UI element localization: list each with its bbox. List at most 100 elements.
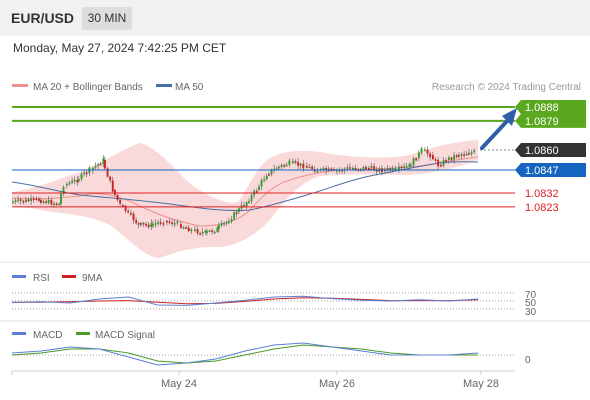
candle-body xyxy=(394,167,397,170)
candle-body xyxy=(19,199,22,201)
candle-body xyxy=(292,161,294,163)
candle-body xyxy=(147,224,150,228)
rsi-ma-legend-swatch xyxy=(62,275,76,278)
candle-body xyxy=(83,172,86,175)
candle-body xyxy=(14,200,17,202)
price-tag-label: 1.0888 xyxy=(525,102,559,114)
candle-body xyxy=(306,166,308,168)
candle-body xyxy=(176,221,179,224)
candle-body xyxy=(297,162,300,166)
candle-body xyxy=(420,148,423,153)
candle-body xyxy=(211,230,214,233)
candle-body xyxy=(53,203,55,206)
macd-signal-line xyxy=(11,344,478,364)
candle-body xyxy=(352,167,354,170)
candle-body xyxy=(448,157,450,160)
candle-body xyxy=(92,167,94,170)
candle-body xyxy=(171,222,174,225)
rsi-tick-50: 50 xyxy=(525,298,537,309)
candle-body xyxy=(440,165,442,167)
candle-body xyxy=(370,166,373,169)
rsi-tick-70: 70 xyxy=(525,290,537,301)
candle-body xyxy=(116,194,119,200)
candle-body xyxy=(45,201,48,203)
candle-body xyxy=(159,222,162,224)
candle-body xyxy=(225,221,228,224)
candle-body xyxy=(137,223,140,225)
candle-body xyxy=(168,221,171,223)
candle-body xyxy=(294,161,297,163)
candle-body xyxy=(322,168,325,170)
candle-body xyxy=(455,155,458,157)
candle-body xyxy=(154,223,157,225)
candle-body xyxy=(99,163,102,166)
candle-body xyxy=(302,163,305,169)
candle-body xyxy=(80,173,83,180)
price-tag: 1.0847 xyxy=(515,163,586,177)
candle-body xyxy=(405,166,408,168)
candle-body xyxy=(280,165,283,167)
x-tick-label: May 28 xyxy=(463,378,499,390)
candle-body xyxy=(437,159,440,167)
candle-body xyxy=(450,157,453,160)
candle-body xyxy=(130,213,132,215)
candle-body xyxy=(265,175,268,180)
price-level-label: 1.0832 xyxy=(525,188,559,200)
candle-body xyxy=(190,229,193,232)
candle-body xyxy=(434,159,437,161)
projection-arrow xyxy=(480,108,517,150)
candle-body xyxy=(354,167,357,170)
candle-body xyxy=(152,224,154,226)
candle-body xyxy=(25,199,27,202)
candle-body xyxy=(415,158,418,161)
timeframe-button[interactable]: 30 MIN xyxy=(82,7,132,30)
candle-body xyxy=(50,199,53,205)
price-tag-label: 1.0860 xyxy=(525,145,559,157)
candle-body xyxy=(470,152,473,155)
price-tag-bg xyxy=(515,100,586,114)
candle-body xyxy=(94,165,97,168)
candle-body xyxy=(106,168,109,177)
candle-body xyxy=(373,166,376,171)
candle-body xyxy=(255,191,258,193)
candle-body xyxy=(166,221,168,223)
candle-body xyxy=(408,164,411,167)
price-tag-label: 1.0847 xyxy=(525,165,559,177)
candle-body xyxy=(145,224,148,226)
candle-body xyxy=(208,230,211,233)
timestamp: Monday, May 27, 2024 7:42:25 PM CET xyxy=(13,41,227,55)
candle-body xyxy=(398,166,400,170)
candle-body xyxy=(453,155,456,160)
candle-body xyxy=(76,179,79,183)
candle-body xyxy=(468,153,470,155)
candle-body xyxy=(199,233,202,235)
candle-body xyxy=(400,166,403,169)
candle-body xyxy=(330,168,333,171)
candle-body xyxy=(35,198,38,200)
candle-body xyxy=(243,205,246,207)
candle-body xyxy=(124,205,127,211)
header-bar: EUR/USD 30 MIN xyxy=(0,0,590,36)
candle-body xyxy=(270,169,273,175)
ma50-legend-label: MA 50 xyxy=(175,82,204,93)
candle-body xyxy=(55,203,58,206)
candle-body xyxy=(220,223,223,226)
price-tag-label: 1.0879 xyxy=(525,116,559,128)
candle-body xyxy=(288,160,291,165)
candle-body xyxy=(325,168,328,171)
candle-body xyxy=(442,160,445,166)
ma20-legend-swatch xyxy=(12,84,28,87)
macd-legend-label: MACD xyxy=(33,330,62,341)
candle-body xyxy=(338,169,341,172)
rsi-tick-30: 30 xyxy=(525,307,537,318)
candle-body xyxy=(17,199,20,201)
candle-body xyxy=(223,222,226,225)
candle-body xyxy=(268,174,270,176)
candle-body xyxy=(445,160,448,162)
rsi-legend-label: RSI xyxy=(33,273,50,284)
candle-body xyxy=(12,201,14,204)
candle-body xyxy=(204,230,207,233)
candle-body xyxy=(216,227,219,232)
